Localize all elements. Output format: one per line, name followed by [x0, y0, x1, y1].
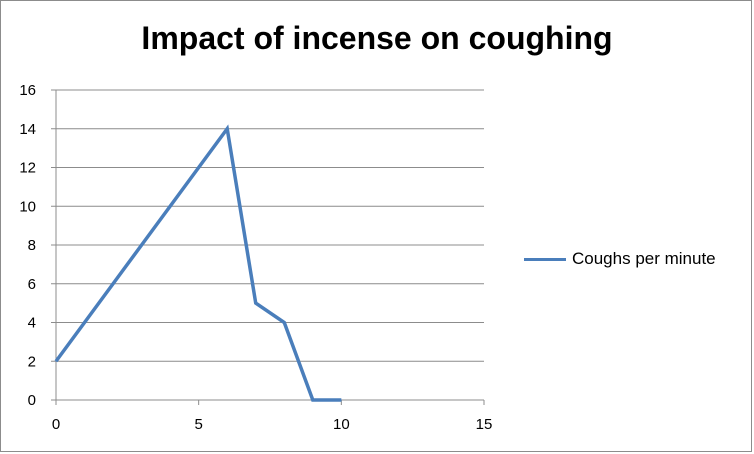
- y-tick-labels: 0 2 4 6 8 10 12 14 16: [19, 82, 36, 409]
- data-point-0-8: [283, 322, 285, 323]
- y-tick-label-2: 2: [28, 353, 36, 370]
- y-tick-label-0: 0: [28, 392, 36, 409]
- data-point-0-2: [112, 283, 114, 285]
- legend-label: Coughs per minute: [572, 249, 716, 268]
- x-tick-labels: 0 5 10 15: [52, 416, 493, 433]
- gridlines: [56, 89, 484, 362]
- x-tick-label-10: 10: [333, 416, 350, 433]
- axes: [51, 89, 485, 405]
- x-tick-label-15: 15: [476, 416, 493, 433]
- chart-title: Impact of incense on coughing: [141, 20, 613, 56]
- y-tick-label-10: 10: [19, 198, 36, 215]
- y-tick-label-12: 12: [19, 160, 36, 177]
- data-point-0-1: [84, 322, 86, 323]
- y-tick-label-8: 8: [28, 237, 36, 254]
- data-point-0-9: [312, 399, 314, 401]
- y-tick-label-6: 6: [28, 276, 36, 293]
- data-point-0-4: [169, 205, 171, 207]
- series-lines: [54, 124, 342, 402]
- legend: Coughs per minute: [524, 249, 716, 269]
- y-tick-label-16: 16: [19, 82, 36, 99]
- legend-swatch: [524, 257, 566, 261]
- data-point-0-3: [141, 244, 143, 246]
- series-line-0: [54, 124, 342, 402]
- y-tick-label-4: 4: [28, 315, 36, 332]
- data-point-0-5: [198, 167, 200, 168]
- x-tick-label-5: 5: [194, 416, 202, 433]
- data-point-0-0: [55, 360, 57, 362]
- data-point-0-6: [226, 128, 228, 130]
- data-point-0-7: [255, 302, 257, 304]
- y-tick-label-14: 14: [19, 121, 36, 138]
- data-point-0-10: [340, 399, 342, 401]
- x-tick-label-0: 0: [52, 416, 60, 433]
